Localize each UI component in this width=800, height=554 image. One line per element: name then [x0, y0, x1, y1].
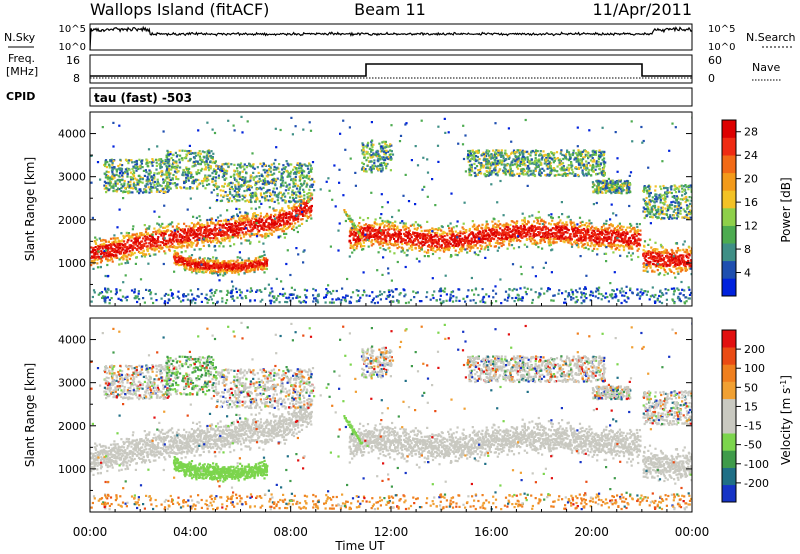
nave-label: Nave	[752, 61, 780, 74]
nave-tick-top: 60	[708, 54, 722, 67]
power-panel-frame	[89, 111, 693, 307]
colorbar-tick: -200	[744, 477, 769, 490]
colorbar-swatch	[722, 243, 736, 262]
ytick-label: 2000	[58, 214, 86, 227]
xtick-label: 00:00	[73, 525, 108, 539]
colorbar-swatch	[722, 330, 736, 348]
colorbar-tick: 12	[744, 220, 758, 233]
colorbar-tick: 100	[744, 362, 765, 375]
beam-title: Beam 11	[354, 0, 426, 19]
date-title: 11/Apr/2011	[592, 0, 692, 19]
time-axis: 00:00 04:00 08:00 12:00 16:00 20:00 00:00	[73, 300, 710, 539]
cpid-value: tau (fast) -503	[94, 91, 192, 105]
freq-tick-top: 16	[66, 54, 80, 67]
colorbar-swatch	[722, 484, 736, 503]
colorbar-swatch	[722, 120, 736, 138]
nsky-strip	[89, 23, 693, 51]
power-yaxis: 1000 2000 3000 4000	[58, 128, 692, 285]
colorbar-tick: 4	[744, 267, 751, 280]
xtick-label: 04:00	[173, 525, 208, 539]
ytick-label: 3000	[58, 377, 86, 390]
velocity-ylabel: Slant Range [km]	[23, 363, 37, 467]
colorbar-swatch	[722, 364, 736, 382]
nsearch-tick-bottom: 10^0	[708, 42, 735, 53]
colorbar-swatch	[722, 155, 736, 174]
colorbar-swatch	[722, 467, 736, 486]
ytick-label: 3000	[58, 171, 86, 184]
colorbar-swatch	[722, 208, 736, 226]
freq-trace	[90, 63, 692, 77]
colorbar-swatch	[722, 225, 736, 244]
colorbar-swatch	[722, 172, 736, 191]
xtick-label: 12:00	[374, 525, 409, 539]
colorbar-tick: 200	[744, 343, 765, 356]
site-title: Wallops Island (fitACF)	[90, 0, 269, 19]
nsky-trace	[89, 25, 693, 51]
colorbar-tick: -15	[744, 420, 762, 433]
nsky-tick-bottom: 10^0	[59, 42, 86, 53]
freq-unit: [MHz]	[6, 65, 38, 78]
power-ylabel: Slant Range [km]	[23, 157, 37, 261]
ytick-label: 4000	[58, 334, 86, 347]
colorbar-tick: 50	[744, 381, 758, 394]
colorbar-tick: 15	[744, 400, 758, 413]
ytick-label: 1000	[58, 257, 86, 270]
velocity-panel-frame	[89, 317, 693, 513]
colorbar-swatch	[722, 347, 736, 365]
velocity-colorbar: 200 100 50 15 -15 -50 -100 -200	[721, 329, 769, 503]
freq-strip	[89, 54, 693, 84]
colorbar-swatch	[722, 260, 736, 279]
power-colorbar-label: Power [dB]	[779, 177, 793, 242]
colorbar-swatch	[722, 190, 736, 209]
xtick-label: 00:00	[675, 525, 710, 539]
colorbar-tick: 20	[744, 173, 758, 186]
colorbar-tick: -100	[744, 458, 769, 471]
time-axis-label: Time UT	[334, 539, 385, 553]
colorbar-tick: 24	[744, 149, 758, 162]
velocity-scatter	[90, 321, 692, 511]
ytick-label: 2000	[58, 420, 86, 433]
colorbar-tick: 16	[744, 196, 758, 209]
colorbar-swatch	[722, 433, 736, 451]
nsearch-label: N.Search	[746, 31, 796, 44]
colorbar-swatch	[722, 416, 736, 434]
colorbar-swatch	[722, 381, 736, 400]
colorbar-swatch	[722, 278, 736, 297]
nsky-label: N.Sky	[4, 31, 36, 44]
cpid-label: CPID	[6, 90, 35, 103]
power-colorbar: 4 8 12 16 20 24 28	[721, 119, 758, 297]
nave-tick-bottom: 0	[708, 72, 715, 85]
xtick-label: 20:00	[574, 525, 609, 539]
velocity-colorbar-label: Velocity [m s-1]	[779, 375, 793, 465]
freq-label: Freq.	[8, 52, 35, 65]
colorbar-tick: 8	[744, 243, 751, 256]
xtick-label: 08:00	[273, 525, 308, 539]
power-scatter	[90, 115, 692, 305]
ytick-label: 4000	[58, 128, 86, 141]
colorbar-tick: -50	[744, 439, 762, 452]
colorbar-swatch	[722, 137, 736, 156]
nsearch-tick-top: 10^5	[708, 24, 735, 35]
colorbar-tick: 28	[744, 126, 758, 139]
xtick-label: 16:00	[474, 525, 509, 539]
nsky-tick-top: 10^5	[59, 24, 86, 35]
colorbar-swatch	[722, 398, 736, 417]
ytick-label: 1000	[58, 463, 86, 476]
freq-tick-bottom: 8	[73, 72, 80, 85]
velocity-yaxis: 1000 2000 3000 4000	[58, 334, 692, 491]
cpid-strip	[89, 87, 693, 107]
colorbar-swatch	[722, 450, 736, 468]
